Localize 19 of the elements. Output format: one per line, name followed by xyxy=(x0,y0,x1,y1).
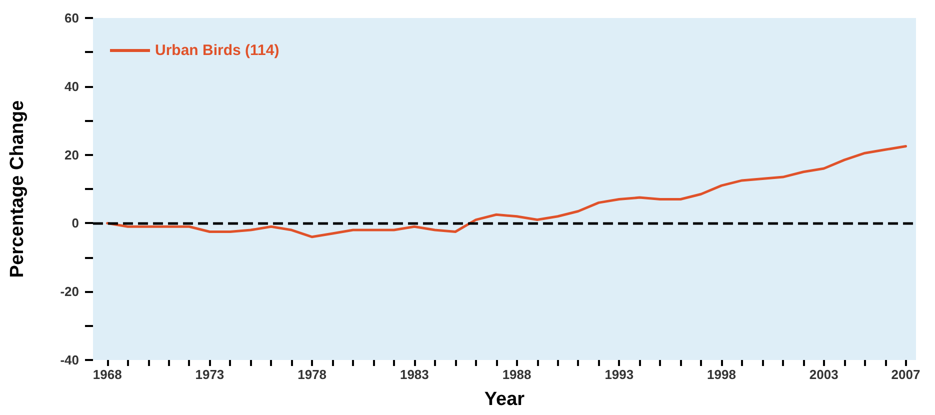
x-tick-label: 1983 xyxy=(400,367,429,382)
x-tick-label: 1988 xyxy=(502,367,532,382)
x-tick-label: 1973 xyxy=(195,367,224,382)
y-tick-label: 20 xyxy=(64,147,79,162)
x-tick-label: 1978 xyxy=(298,367,327,382)
y-axis-title: Percentage Change xyxy=(7,100,28,278)
x-tick-label: 1993 xyxy=(604,367,634,382)
y-tick-label: 0 xyxy=(72,216,79,231)
x-tick-label: 2007 xyxy=(891,367,920,382)
x-tick-label: 1968 xyxy=(92,367,122,382)
line-series xyxy=(106,145,908,238)
x-tick-label: 1998 xyxy=(707,367,736,382)
x-tick-label: 2003 xyxy=(809,367,838,382)
y-tick-label: 40 xyxy=(64,78,79,94)
x-axis-title: Year xyxy=(484,389,526,410)
y-tick-label: 60 xyxy=(64,10,79,26)
y-tick-label: -40 xyxy=(60,352,79,368)
y-tick-label: -20 xyxy=(60,284,79,300)
legend-label: Urban Birds (114) xyxy=(155,42,280,59)
